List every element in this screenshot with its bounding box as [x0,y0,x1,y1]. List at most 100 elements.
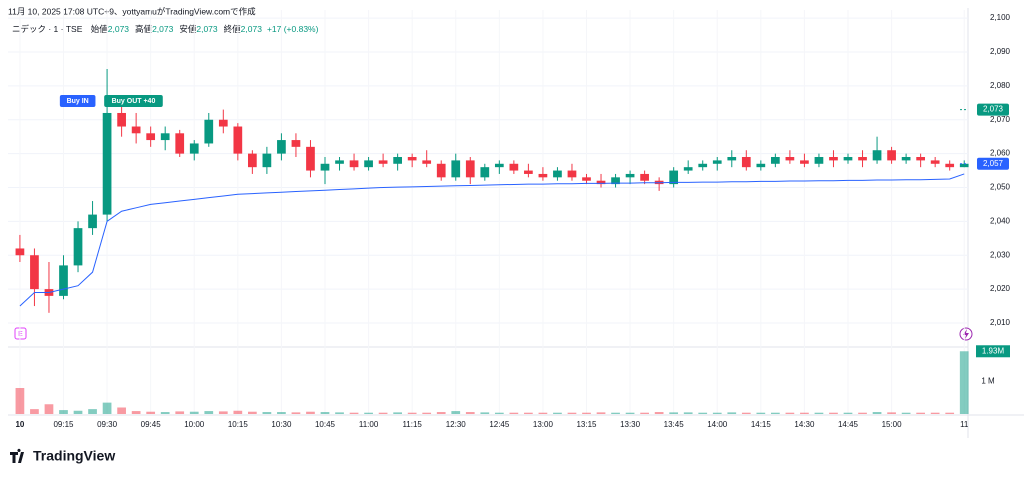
candle-body [930,160,940,164]
legend-field-value: 2,073 [108,24,130,34]
volume-bar [378,412,388,414]
x-tick-label: 13:15 [576,420,597,429]
candle-body [189,143,199,154]
x-tick-label: 09:15 [53,420,74,429]
logo-text: TradingView [33,448,115,464]
volume-bar [785,412,795,414]
candle-body [480,167,490,178]
candle-body [349,160,359,168]
volume-bar [306,411,315,414]
candle-body [756,163,766,168]
y-tick-label: 2,100 [990,13,1011,22]
event-icon-bolt [963,329,969,339]
candle-body [146,133,156,141]
volume-bar [872,412,882,414]
legend-field-value: 2,073 [241,24,263,34]
candle-body [73,228,83,266]
volume-bar [538,412,548,414]
volume-bar [712,412,722,414]
candle-body [320,163,330,171]
annotation-label: Buy IN [67,98,89,105]
candle-body [872,150,882,161]
candle-body [858,157,867,161]
candle-body [102,112,112,215]
y-tick-label: 2,050 [990,183,1011,192]
legend-field-label: 安値 [179,24,197,34]
x-tick-label: 10:30 [271,420,292,429]
price-marker-label: 2,073 [983,105,1004,114]
legend-field-label: 終値 [224,24,242,34]
candle-body [901,157,911,161]
price-marker-box [977,103,1009,116]
volume-bar [625,412,635,414]
legend-field-value: 2,073 [196,24,218,34]
candle-body [88,214,97,229]
volume-bar [59,410,68,414]
candle-body [465,160,475,178]
candle-body [669,170,679,185]
candle-body [814,157,824,164]
y-tick-label: 2,020 [990,284,1011,293]
volume-bar [204,411,214,414]
candle-body [291,140,301,147]
y-tick-label: 2,090 [990,47,1011,56]
x-tick-label: 11:15 [402,420,422,429]
candle-body [843,157,853,161]
volume-bar [88,409,97,414]
x-tick-label: 09:45 [141,420,162,429]
volume-bar [465,412,475,414]
header: 11月 10, 2025 17:08 UTC+9、yottyamuがTradin… [8,6,256,16]
logo: TradingView [10,448,115,464]
legend-change: +17 (+0.83%) [267,24,319,34]
volume-bar [494,412,504,414]
candle-body [785,157,795,161]
volume-bar [407,412,417,414]
y-tick-label: 2,060 [990,149,1011,158]
x-tick-label: 09:30 [97,420,118,429]
x-tick-label: 13:45 [664,420,685,429]
candle-body [712,160,722,164]
candle-body [233,126,243,154]
candle-body [524,170,533,174]
candle-body [175,133,185,154]
price-marker-box [977,157,1009,170]
candle-body [959,163,969,168]
candle-body [160,133,170,141]
volume-bar [451,411,461,414]
volume-bar [741,412,751,414]
candle-body [262,153,272,168]
candle-body [829,157,838,161]
candle-body [553,170,562,178]
volume-label: 1.93M [982,346,1005,355]
candle-body [15,248,25,256]
volume-bar [393,412,402,414]
volume-bar [669,412,679,414]
candle-body [436,163,446,178]
legend: ニデック · 1 · TSE 始値2,073 高値2,073 安値2,073 終値2,… [12,24,319,34]
volume-bar [189,411,199,414]
candle-body [364,160,373,168]
volume-bar [233,410,243,414]
volume-bar [582,412,591,414]
candle-body [611,177,620,185]
x-tick-label: 14:00 [707,420,728,429]
candle-body [407,157,417,161]
x-tick-label: 12:30 [446,420,467,429]
volume-bar [945,412,955,414]
volume-bar [916,412,925,414]
volume-bar [291,412,301,414]
candle-body [131,126,141,134]
candle-body [248,153,257,168]
x-tick-label: 13:30 [620,420,641,429]
volume-bar [771,412,780,414]
earnings-icon[interactable] [14,327,27,340]
candle-body [582,177,591,181]
candle-body [567,170,577,178]
annotation-box [59,95,96,107]
volume-bar [364,412,373,414]
candle-body [204,119,214,144]
volume-bar [15,388,25,414]
candle-body [277,140,286,154]
